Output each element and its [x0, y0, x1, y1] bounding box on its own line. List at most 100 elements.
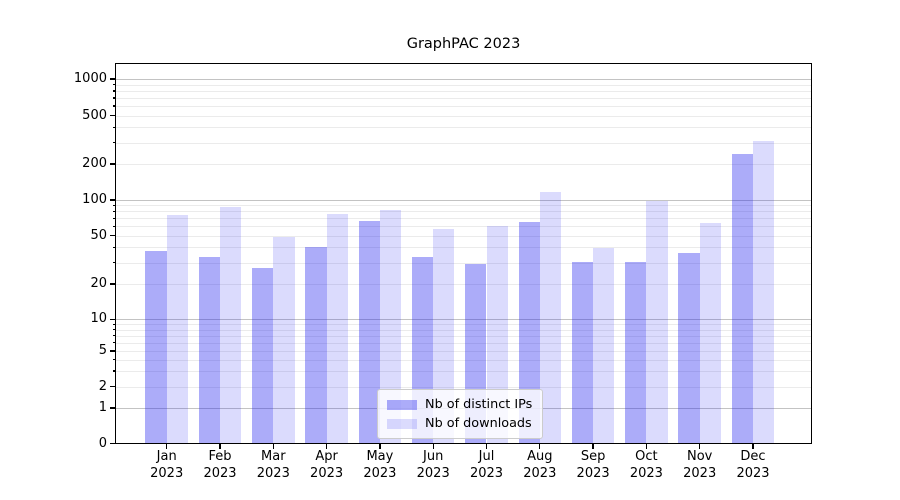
gridline-minor [116, 226, 811, 228]
y-tick-mark-minor [112, 105, 115, 107]
y-tick-mark-minor [112, 225, 115, 227]
y-tick-mark-minor [112, 246, 115, 249]
y-tick-mark-minor [112, 163, 115, 165]
x-tick-mark [219, 444, 221, 449]
bar-distinct-ips [678, 252, 700, 443]
gridline-minor [116, 284, 811, 285]
legend-item-distinct-ips: Nb of distinct IPs [387, 397, 532, 412]
bar-downloads [166, 215, 188, 443]
gridline-minor [116, 211, 811, 213]
y-tick-label: 5 [98, 343, 107, 358]
x-tick-mark [485, 444, 488, 449]
x-tick-mark [699, 444, 701, 449]
bar-downloads [273, 237, 295, 443]
bar-downloads [379, 209, 402, 443]
gridline-minor [116, 370, 811, 372]
plot-area [115, 63, 812, 444]
y-tick-label: 50 [90, 227, 107, 243]
y-tick-mark-minor [112, 323, 115, 325]
y-tick-label: 1000 [73, 71, 107, 86]
x-tick-label: May 2023 [363, 449, 397, 481]
x-tick-mark [432, 444, 434, 449]
bar-distinct-ips [145, 251, 167, 443]
x-tick-label: Jan 2023 [150, 449, 184, 481]
gridline-minor [116, 262, 811, 264]
gridline-minor [116, 90, 811, 92]
x-tick-label: Oct 2023 [629, 449, 663, 481]
gridline-minor [116, 335, 811, 337]
legend-swatch-distinct-ips [387, 399, 417, 410]
x-tick-label: Feb 2023 [203, 449, 237, 481]
gridline-minor [116, 324, 811, 326]
y-tick-mark [110, 78, 115, 80]
y-tick-label: 20 [90, 276, 107, 291]
legend-swatch-downloads [387, 418, 417, 429]
bar-distinct-ips [518, 221, 540, 443]
y-tick-mark-minor [112, 210, 115, 213]
y-tick-mark [110, 318, 115, 320]
x-tick-label: Jun 2023 [416, 449, 450, 481]
legend-label-downloads: Nb of downloads [425, 416, 532, 431]
gridline-minor [116, 164, 811, 165]
y-tick-mark-minor [112, 350, 115, 352]
bar-downloads [753, 141, 775, 443]
legend-item-downloads: Nb of downloads [387, 416, 532, 431]
x-tick-mark [272, 444, 274, 449]
x-tick-label: Nov 2023 [683, 449, 717, 481]
bar-downloads [646, 201, 668, 443]
gridline-major [116, 79, 811, 80]
legend-label-distinct-ips: Nb of distinct IPs [425, 397, 533, 412]
gridline-minor [116, 218, 811, 220]
gridline-minor [116, 351, 811, 352]
bar-distinct-ips [731, 153, 753, 443]
y-tick-mark-minor [112, 359, 115, 361]
y-tick-mark-minor [112, 97, 115, 99]
y-tick-label: 1 [98, 400, 107, 415]
y-tick-mark-minor [112, 335, 115, 337]
x-tick-mark [592, 444, 594, 449]
bar-distinct-ips [198, 257, 220, 443]
y-tick-mark-minor [112, 283, 115, 285]
y-tick-mark-minor [112, 126, 115, 129]
gridline-minor [116, 235, 811, 237]
x-tick-mark [166, 444, 168, 449]
x-tick-label: Dec 2023 [736, 449, 770, 481]
bar-distinct-ips [358, 220, 380, 443]
bar-downloads [326, 213, 348, 443]
y-tick-label: 2 [98, 378, 107, 394]
x-tick-label: Mar 2023 [256, 449, 290, 481]
gridline-minor [116, 142, 811, 144]
y-tick-mark [110, 407, 115, 409]
y-tick-mark [110, 199, 115, 201]
x-tick-label: Sep 2023 [576, 449, 610, 481]
gridline-major [116, 319, 811, 321]
bar-downloads [539, 192, 562, 443]
y-tick-mark-minor [112, 115, 115, 117]
y-tick-label: 500 [82, 107, 107, 123]
y-tick-mark [110, 442, 115, 445]
y-tick-mark-minor [112, 342, 115, 344]
y-tick-label: 200 [82, 156, 107, 171]
y-tick-mark-minor [112, 90, 115, 92]
gridline-major [116, 200, 811, 201]
bar-distinct-ips [252, 267, 274, 443]
y-tick-mark-minor [112, 235, 115, 237]
y-tick-mark-minor [112, 204, 115, 207]
x-tick-mark [379, 444, 381, 449]
gridline-minor [116, 359, 811, 361]
x-tick-label: Aug 2023 [523, 449, 557, 481]
x-tick-mark [325, 444, 328, 449]
gridline-minor [116, 342, 811, 344]
gridline-minor [116, 84, 811, 86]
gridline-minor [116, 386, 811, 388]
y-tick-mark-minor [112, 142, 115, 144]
x-tick-label: Jul 2023 [469, 449, 504, 481]
y-tick-mark-minor [112, 386, 115, 388]
gridline-minor [116, 247, 811, 249]
legend: Nb of distinct IPs Nb of downloads [377, 389, 543, 439]
y-tick-label: 0 [98, 435, 107, 451]
gridline-minor [116, 205, 811, 207]
x-tick-mark [752, 444, 754, 449]
y-tick-mark-minor [112, 328, 115, 331]
y-tick-mark-minor [112, 370, 115, 372]
